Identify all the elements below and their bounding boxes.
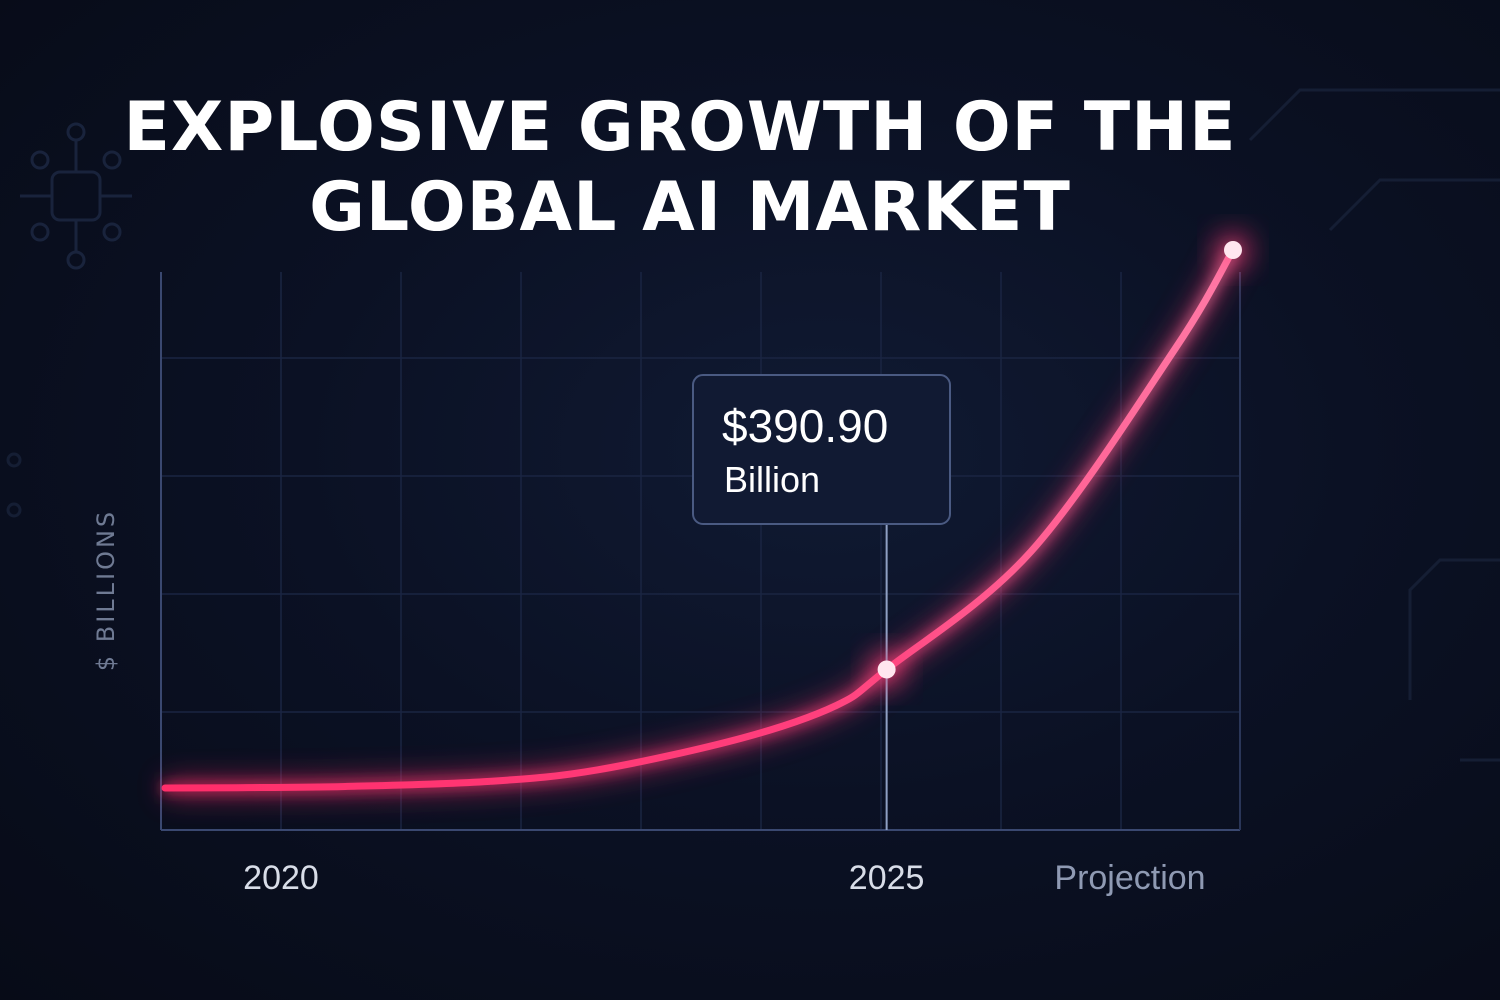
value-callout: $390.90 Billion: [692, 374, 951, 525]
x-tick-label-projection: Projection: [1054, 859, 1205, 897]
x-tick-label-2020: 2020: [243, 859, 319, 897]
chart-title-line-2: GLOBAL AI MARKET: [309, 168, 1071, 247]
callout-value: $390.90: [722, 400, 888, 452]
callout-unit: Billion: [724, 459, 820, 500]
chart-title-line-1: EXPLOSIVE GROWTH OF THE: [123, 88, 1236, 167]
series-line-global-ai-market: [161, 246, 1237, 792]
circuit-decoration-icon: [20, 122, 132, 270]
data-point-2025: [877, 660, 896, 679]
circuit-lines-decoration: [6, 88, 1500, 762]
data-point-projection-end: [1224, 241, 1242, 259]
y-axis-label: $ BILLIONS: [92, 509, 120, 671]
x-tick-label-2025: 2025: [849, 859, 925, 897]
